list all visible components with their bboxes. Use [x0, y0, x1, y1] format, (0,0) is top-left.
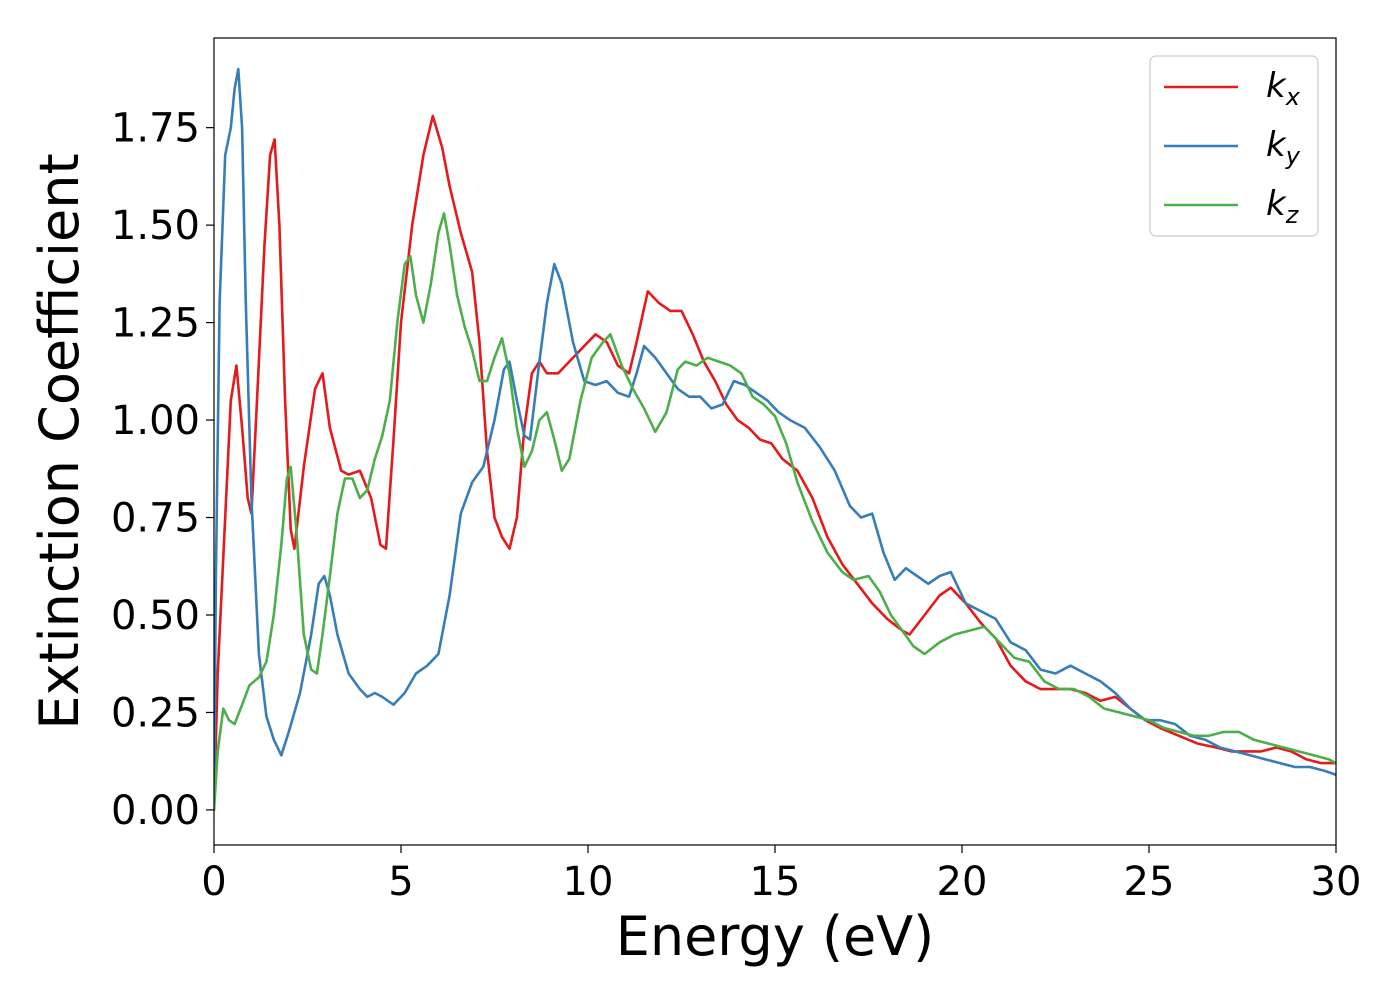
legend-label-sub: y [1285, 142, 1301, 170]
y-tick-label: 0.50 [111, 593, 200, 639]
x-tick-label: 20 [937, 859, 988, 905]
series-line-kz [214, 212, 1336, 812]
y-tick-label: 0.00 [111, 788, 200, 834]
x-tick-label: 15 [750, 859, 801, 905]
series-layer [214, 67, 1336, 812]
series-line-ky [214, 67, 1336, 812]
legend-label-main: k [1266, 184, 1287, 224]
y-tick-label: 1.50 [111, 203, 200, 249]
x-tick-label: 25 [1124, 859, 1175, 905]
legend-label-sub: x [1285, 83, 1301, 111]
y-tick-label: 1.25 [111, 301, 200, 347]
x-tick-label: 30 [1311, 859, 1362, 905]
x-tick-label: 5 [388, 859, 413, 905]
y-axis: 0.00 0.25 0.50 0.75 1.00 1.25 1.50 1.75 [111, 106, 214, 834]
legend-label-main: k [1266, 66, 1287, 106]
y-tick-label: 0.25 [111, 690, 200, 736]
y-tick-label: 1.00 [111, 398, 200, 444]
legend-label: kx [1266, 66, 1301, 111]
x-tick-label: 10 [563, 859, 614, 905]
x-tick-label: 0 [201, 859, 226, 905]
legend-label-sub: z [1285, 201, 1300, 229]
y-axis-label: Extinction Coefficient [28, 153, 91, 729]
y-tick-label: 1.75 [111, 106, 200, 152]
x-axis-label: Energy (eV) [616, 905, 935, 968]
y-tick-label: 0.75 [111, 496, 200, 542]
legend-label: ky [1266, 125, 1301, 170]
legend-label: kz [1266, 184, 1300, 229]
x-axis: 0 5 10 15 20 25 30 [201, 845, 1361, 905]
legend-label-main: k [1266, 125, 1287, 165]
